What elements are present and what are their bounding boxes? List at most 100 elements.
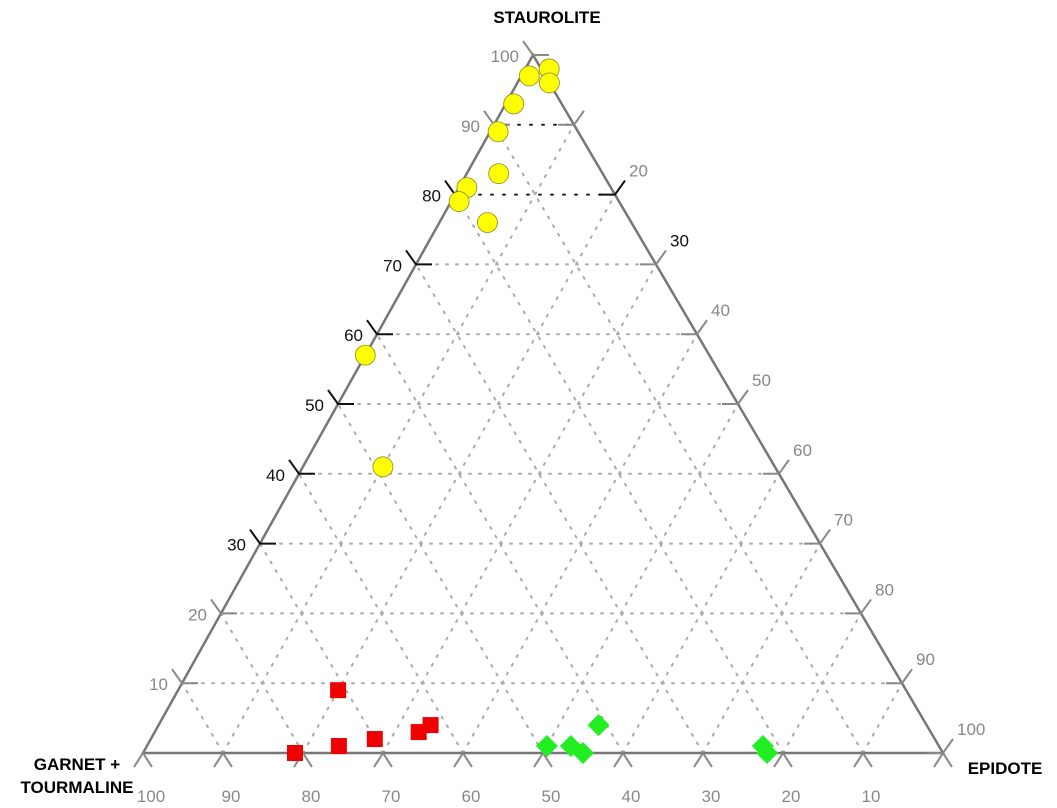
triangle-frame	[140, 52, 946, 755]
tick-bottom	[613, 751, 633, 768]
tick-left	[171, 668, 198, 685]
tick-label-bottom: 30	[702, 787, 721, 806]
tick-label-left: 70	[383, 256, 402, 275]
tick-label-right: 70	[834, 511, 853, 530]
tick-bottom	[533, 751, 553, 768]
grid-line-garnet	[454, 193, 784, 754]
data-point-staurolite	[488, 163, 510, 185]
tick-label-bottom: 100	[137, 787, 165, 806]
tick-label-right: 40	[711, 301, 730, 320]
tick-right	[845, 598, 872, 615]
tick-left	[327, 389, 354, 405]
data-point-staurolite	[354, 344, 376, 366]
grid-line-epidote	[862, 682, 903, 754]
data-point-epidote	[756, 742, 778, 764]
data-point-staurolite	[372, 456, 394, 478]
data-point-staurolite	[448, 191, 470, 212]
tick-label-left: 20	[188, 605, 207, 624]
data-point-staurolite	[476, 212, 498, 233]
grid-line-garnet	[220, 612, 304, 754]
tick-left	[366, 319, 393, 336]
tick-bottom	[693, 751, 713, 768]
tick-right	[886, 668, 913, 685]
data-point-epidote	[572, 742, 594, 764]
tick-label-right: 20	[629, 162, 648, 181]
data-point-garnet	[366, 731, 383, 748]
tick-bottom	[933, 751, 953, 768]
grid-line-garnet	[337, 403, 544, 754]
tick-right	[681, 319, 708, 336]
tick-left	[288, 459, 315, 475]
tick-label-right: 100	[957, 720, 985, 739]
data-point-staurolite	[539, 72, 560, 94]
tick-label-left: 90	[461, 117, 480, 136]
tick-label-bottom: 10	[862, 787, 881, 806]
data-point-garnet	[330, 682, 347, 699]
data-point-staurolite	[518, 65, 540, 87]
tick-label-bottom: 50	[542, 787, 561, 806]
tick-left	[249, 529, 276, 545]
tick-label-bottom: 70	[382, 787, 401, 806]
grid-line-garnet	[493, 123, 864, 754]
vertex-label-epidote: EPIDOTE	[968, 759, 1043, 778]
tick-bottom	[133, 751, 153, 768]
data-point-staurolite	[503, 93, 525, 115]
tick-bottom	[773, 751, 793, 768]
tick-label-right: 90	[916, 650, 935, 669]
grid-line-garnet	[298, 472, 464, 754]
tick-marks	[133, 40, 954, 768]
grid-line-epidote	[382, 263, 657, 754]
tick-label-right: 30	[670, 231, 689, 250]
tick-bottom	[453, 751, 473, 768]
tick-bottom	[373, 751, 393, 768]
tick-label-right: 60	[793, 441, 812, 460]
tick-label-left: 60	[344, 326, 363, 345]
tick-label-bottom: 40	[622, 787, 641, 806]
grid-line-epidote	[782, 612, 862, 754]
tick-label-left: 10	[149, 675, 168, 694]
tick-labels: 10 20 30 40 50 60 70 80 90 100 20 30 40 50 60 70 80 90 100…	[137, 47, 986, 806]
grid-lines	[181, 123, 903, 754]
grid-line-epidote	[222, 123, 575, 754]
grid-line-garnet	[376, 333, 624, 754]
tick-label-bottom: 80	[302, 787, 321, 806]
tick-right	[599, 180, 626, 196]
vertex-label-garnet-line1: GARNET +	[34, 755, 121, 774]
tick-right	[763, 459, 790, 475]
data-point-garnet	[410, 724, 427, 741]
tick-label-bottom: 20	[782, 787, 801, 806]
grid-line-garnet	[259, 542, 384, 754]
data-point-garnet	[287, 745, 303, 761]
tick-left	[405, 249, 432, 266]
tick-right	[558, 110, 585, 126]
tick-left	[522, 40, 549, 56]
tick-label-left: 80	[422, 187, 441, 206]
grid-line-garnet	[415, 263, 704, 754]
grid-line-epidote	[702, 542, 821, 754]
tick-label-left: 50	[305, 396, 324, 415]
data-point-epidote	[587, 714, 610, 737]
data-point-epidote	[535, 735, 558, 758]
vertex-label-garnet-line2: TOURMALINE	[20, 778, 133, 797]
tick-label-right: 80	[875, 580, 894, 599]
vertex-label-staurolite: STAUROLITE	[493, 8, 600, 27]
grid-line-epidote	[542, 403, 739, 754]
tick-label-left: 100	[491, 47, 519, 66]
grid-line-garnet	[181, 682, 224, 754]
grid-line-epidote	[622, 472, 780, 754]
tick-bottom	[853, 751, 873, 768]
data-point-garnet	[330, 738, 347, 755]
data-point-staurolite	[487, 121, 509, 143]
tick-right	[640, 249, 667, 266]
tick-label-left: 30	[227, 536, 246, 555]
tick-label-right: 50	[752, 371, 771, 390]
tick-label-bottom: 90	[222, 787, 241, 806]
tick-right	[722, 389, 749, 405]
tick-label-left: 40	[266, 466, 285, 485]
tick-label-bottom: 60	[462, 787, 481, 806]
tick-left	[210, 598, 237, 615]
data-points	[287, 58, 778, 764]
tick-right	[804, 529, 831, 545]
tick-bottom	[213, 751, 233, 768]
